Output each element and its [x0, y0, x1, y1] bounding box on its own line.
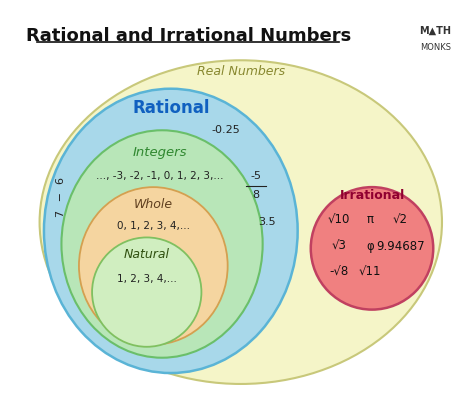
Text: -0.25: -0.25	[211, 125, 240, 135]
Text: φ: φ	[366, 240, 374, 252]
Text: Natural: Natural	[124, 248, 170, 261]
Ellipse shape	[92, 237, 201, 347]
Text: -5: -5	[251, 171, 262, 181]
Text: √3: √3	[332, 240, 346, 252]
Text: 1, 2, 3, 4,...: 1, 2, 3, 4,...	[117, 274, 177, 284]
Text: 3.5: 3.5	[258, 217, 276, 227]
Ellipse shape	[62, 130, 263, 358]
Ellipse shape	[44, 89, 298, 373]
Text: Real Numbers: Real Numbers	[197, 65, 285, 78]
Text: Whole: Whole	[134, 198, 173, 211]
Text: √10: √10	[328, 214, 350, 227]
Text: 8: 8	[253, 190, 260, 200]
Text: MONKS: MONKS	[420, 43, 451, 52]
Text: Rational and Irrational Numbers: Rational and Irrational Numbers	[26, 28, 351, 46]
Text: √11: √11	[358, 266, 381, 279]
Text: 9.94687: 9.94687	[376, 240, 425, 252]
Text: Integers: Integers	[133, 145, 187, 159]
Text: Rational: Rational	[132, 99, 210, 117]
Text: 6: 6	[55, 177, 65, 184]
Text: ─: ─	[55, 195, 65, 201]
Text: Irrational: Irrational	[339, 189, 405, 202]
Ellipse shape	[311, 187, 433, 310]
Text: 7: 7	[55, 210, 65, 217]
Text: M▲TH: M▲TH	[419, 25, 451, 35]
Text: 0, 1, 2, 3, 4,...: 0, 1, 2, 3, 4,...	[117, 222, 190, 232]
Text: -√8: -√8	[329, 266, 349, 279]
Text: ..., -3, -2, -1, 0, 1, 2, 3,...: ..., -3, -2, -1, 0, 1, 2, 3,...	[96, 171, 224, 181]
Ellipse shape	[79, 187, 228, 344]
Text: √2: √2	[393, 214, 408, 227]
Text: π: π	[366, 214, 374, 227]
Ellipse shape	[39, 60, 442, 384]
